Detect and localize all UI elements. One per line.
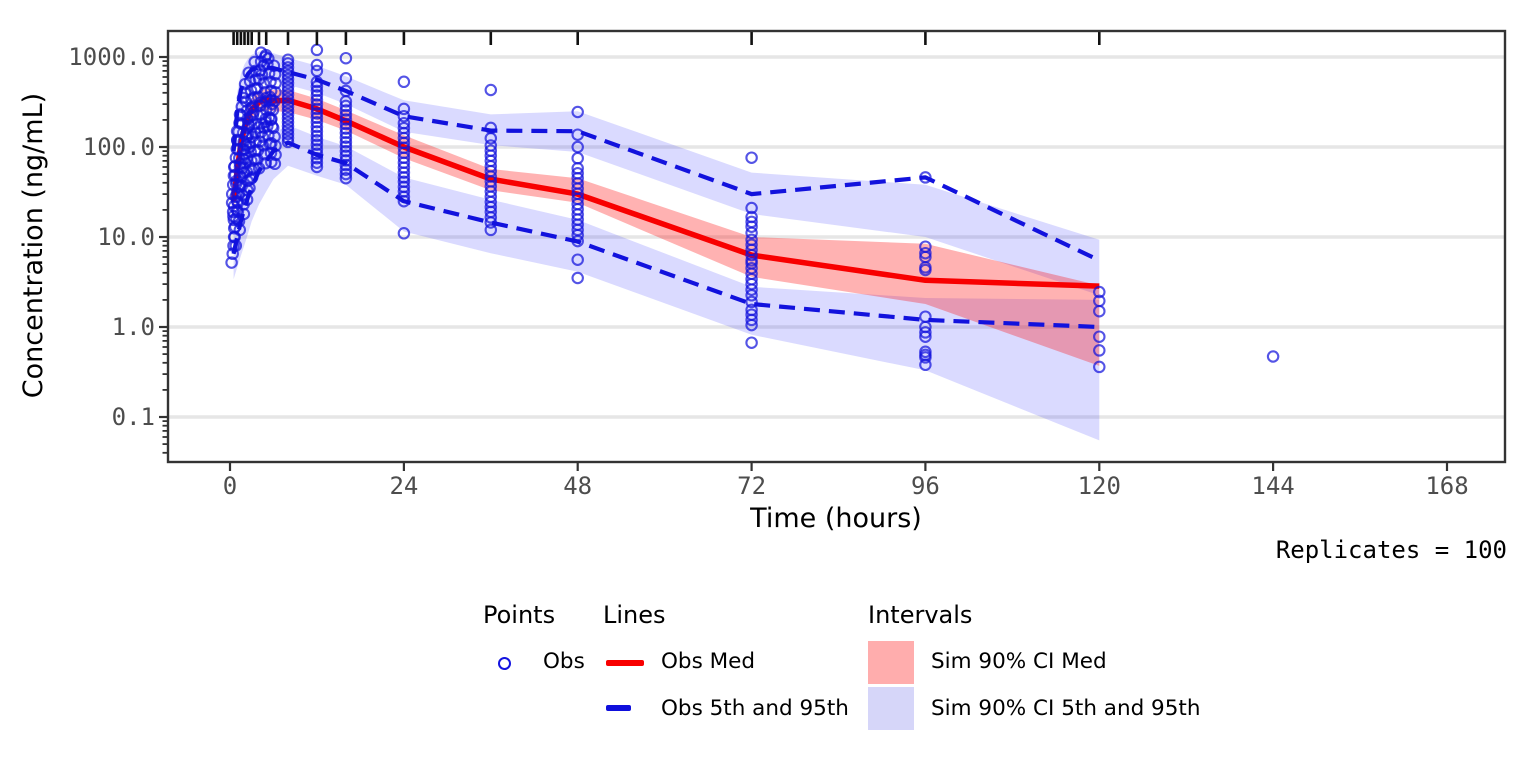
svg-text:1.0: 1.0 [112,313,155,341]
obs-points [225,43,1280,374]
svg-text:168: 168 [1425,472,1468,500]
svg-text:1000.0: 1000.0 [68,43,155,71]
sim-ci-med-swatch-icon [868,641,914,684]
x-axis-ticks: 0 24 48 72 96 120 144 168 [223,462,1469,500]
legend-sim-ci-med-label: Sim 90% CI Med [931,649,1107,674]
rug-marks [232,32,1101,45]
legend-intervals-header: Intervals [868,601,973,629]
svg-text:100.0: 100.0 [83,133,155,161]
y-gridlines [168,55,1505,419]
sim-ci-5-95-swatch-icon [868,687,914,730]
legend-lines-header: Lines [603,601,666,629]
vpc-plot: 0 24 48 72 96 120 144 168 1000.0 100.0 10.0 1.0 0.1 [68,29,1507,500]
svg-text:24: 24 [389,472,418,500]
svg-text:144: 144 [1251,472,1294,500]
legend-sim-ci-5-95-label: Sim 90% CI 5th and 95th [931,696,1201,721]
svg-text:120: 120 [1078,472,1121,500]
svg-text:96: 96 [911,472,940,500]
legend-obs-label: Obs [543,649,585,674]
svg-text:0.1: 0.1 [112,403,155,431]
legend-obs-med-label: Obs Med [661,649,756,674]
y-axis-ticks: 1000.0 100.0 10.0 1.0 0.1 [68,43,168,454]
obs-95th-line [231,65,1101,263]
sim-ci-95th-band [233,51,1100,296]
legend-points-header: Points [483,601,556,629]
sim-ci-5th-band [233,125,1100,441]
legend-obs-5-95-label: Obs 5th and 95th [661,696,849,721]
svg-text:0: 0 [223,472,237,500]
replicates-note: Replicates = 100 [1275,536,1507,564]
obs-5-95-dash-key-icon [606,705,631,711]
x-axis-title: Time (hours) [750,503,922,534]
obs-med-line-key-icon [606,660,644,666]
svg-text:10.0: 10.0 [97,223,155,251]
svg-text:48: 48 [563,472,592,500]
y-axis-title: Concentration (ng/mL) [18,92,49,399]
svg-text:72: 72 [737,472,766,500]
obs-point-key-icon [498,657,511,670]
